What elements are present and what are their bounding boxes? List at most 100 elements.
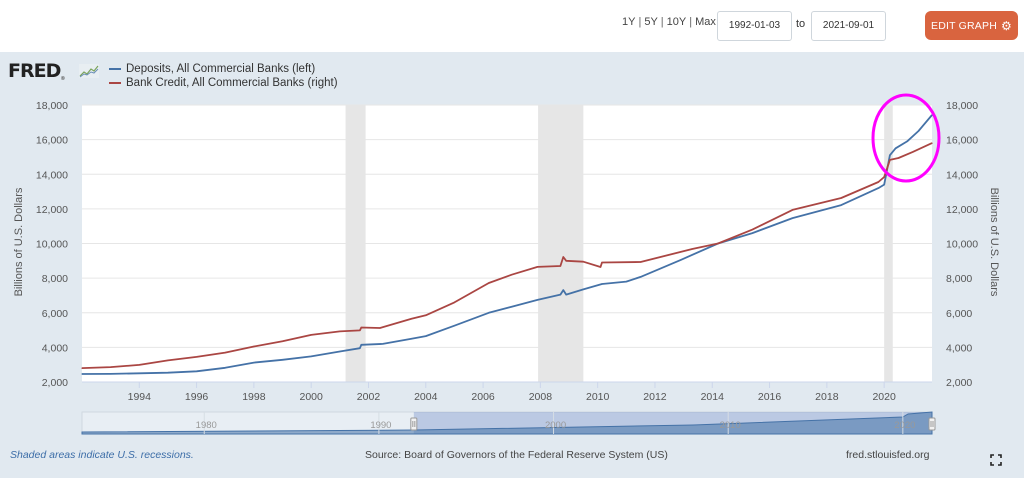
navigator-tick-label: 2010 xyxy=(720,420,741,431)
legend-label: Deposits, All Commercial Banks (left) xyxy=(126,63,316,75)
data-point xyxy=(81,367,83,369)
x-tick-label: 2000 xyxy=(300,391,324,403)
right-tick-label: 16,000 xyxy=(946,135,978,147)
left-tick-label: 6,000 xyxy=(42,308,68,320)
right-axis-ticks: 2,000 4,000 6,000 8,000 10,000 12,000 14,000 16… xyxy=(946,100,978,389)
range-links: 1Y | 5Y | 10Y | Max xyxy=(622,16,716,28)
left-tick-label: 2,000 xyxy=(42,377,68,389)
edit-graph-label: EDIT GRAPH xyxy=(931,19,997,32)
data-point xyxy=(680,259,682,261)
navigator-right-handle[interactable] xyxy=(928,417,936,431)
data-point xyxy=(81,373,83,375)
separator: | xyxy=(638,16,642,28)
navigator[interactable]: 1980 1990 2000 2010 2020 xyxy=(81,411,936,435)
left-axis-label: Billions of U.S. Dollars xyxy=(13,187,25,296)
data-point xyxy=(751,229,753,231)
series-lines xyxy=(81,114,933,375)
edit-graph-button[interactable]: EDIT GRAPH ⚙ xyxy=(925,11,1018,40)
data-point xyxy=(559,265,562,267)
data-point xyxy=(453,301,456,303)
left-axis-ticks: 2,000 4,000 6,000 8,000 10,000 12,000 14,000 16… xyxy=(36,100,68,389)
data-point xyxy=(425,335,427,337)
data-point xyxy=(582,288,584,290)
fred-logo[interactable]: FRED® xyxy=(8,60,65,82)
gridlines xyxy=(82,104,932,383)
data-point xyxy=(195,356,198,358)
data-point xyxy=(195,370,198,372)
data-point xyxy=(359,347,361,349)
x-tick-label: 2018 xyxy=(815,391,839,403)
data-point xyxy=(379,327,381,329)
data-point xyxy=(488,312,490,314)
data-point xyxy=(883,176,885,178)
range-max-link[interactable]: Max xyxy=(695,16,716,28)
data-point xyxy=(640,261,642,263)
data-point xyxy=(840,197,842,199)
line-graph-icon xyxy=(79,64,99,78)
data-point xyxy=(895,147,897,149)
legend-item-bank-credit[interactable]: Bank Credit, All Commercial Banks (right… xyxy=(109,77,338,89)
data-point xyxy=(562,256,564,258)
navigator-tick-label: 2020 xyxy=(894,420,915,431)
x-tick-label: 2004 xyxy=(414,391,438,403)
x-tick-label: 2014 xyxy=(701,391,725,403)
navigator-left-handle[interactable] xyxy=(410,417,418,431)
chart-panel: 2,000 4,000 6,000 8,000 10,000 12,000 14,000 16… xyxy=(0,52,1024,478)
right-tick-label: 6,000 xyxy=(946,308,972,320)
highlight-annotation-circle xyxy=(871,93,941,183)
legend-label: Bank Credit, All Commercial Banks (right… xyxy=(126,77,338,89)
data-point xyxy=(360,326,362,329)
left-tick-label: 16,000 xyxy=(36,135,68,147)
recession-note: Shaded areas indicate U.S. recessions. xyxy=(10,449,194,461)
right-axis-label: Billions of U.S. Dollars xyxy=(988,188,1000,297)
left-tick-label: 12,000 xyxy=(36,204,68,216)
data-point xyxy=(339,330,341,333)
x-tick-label: 2008 xyxy=(529,391,553,403)
start-date-input[interactable]: 1992-01-03 xyxy=(717,11,792,41)
range-1y-link[interactable]: 1Y xyxy=(622,16,636,28)
data-point xyxy=(751,232,753,234)
x-tick-label: 2006 xyxy=(471,391,495,403)
deposits-line xyxy=(81,114,933,375)
x-tick-label: 2020 xyxy=(872,391,896,403)
left-tick-label: 4,000 xyxy=(42,342,68,354)
data-point xyxy=(791,209,794,211)
data-point xyxy=(310,334,312,336)
site-link[interactable]: fred.stlouisfed.org xyxy=(846,449,930,461)
data-point xyxy=(410,318,413,320)
data-point xyxy=(511,306,513,308)
data-point xyxy=(906,140,908,142)
end-date-input[interactable]: 2021-09-01 xyxy=(811,11,886,41)
legend-item-deposits[interactable]: Deposits, All Commercial Banks (left) xyxy=(109,63,315,75)
data-point xyxy=(511,274,513,276)
right-tick-label: 14,000 xyxy=(946,169,978,181)
data-point xyxy=(917,130,920,132)
data-point xyxy=(912,151,914,153)
data-point xyxy=(840,204,842,206)
data-point xyxy=(410,338,413,340)
gear-icon: ⚙ xyxy=(1001,18,1012,33)
x-tick-label: 2002 xyxy=(357,391,381,403)
data-point xyxy=(601,261,603,264)
left-tick-label: 10,000 xyxy=(36,239,68,251)
range-10y-link[interactable]: 10Y xyxy=(666,16,687,28)
expand-icon[interactable] xyxy=(990,454,1002,466)
data-point xyxy=(167,359,169,361)
data-point xyxy=(640,276,642,278)
legend-swatch-red xyxy=(109,82,121,84)
data-point xyxy=(281,340,284,342)
fred-logo-text: FRED xyxy=(8,60,61,82)
data-point xyxy=(877,187,880,189)
data-point xyxy=(562,289,564,291)
navigator-tick-label: 1990 xyxy=(370,420,391,431)
data-point xyxy=(877,181,880,183)
data-point xyxy=(224,351,226,354)
data-point xyxy=(536,266,539,268)
data-point xyxy=(110,373,112,375)
data-point xyxy=(339,350,341,353)
data-point xyxy=(601,283,603,285)
data-point xyxy=(889,159,891,161)
range-5y-link[interactable]: 5Y xyxy=(644,16,658,28)
data-point xyxy=(536,299,539,301)
x-tick-label: 2012 xyxy=(643,391,667,403)
